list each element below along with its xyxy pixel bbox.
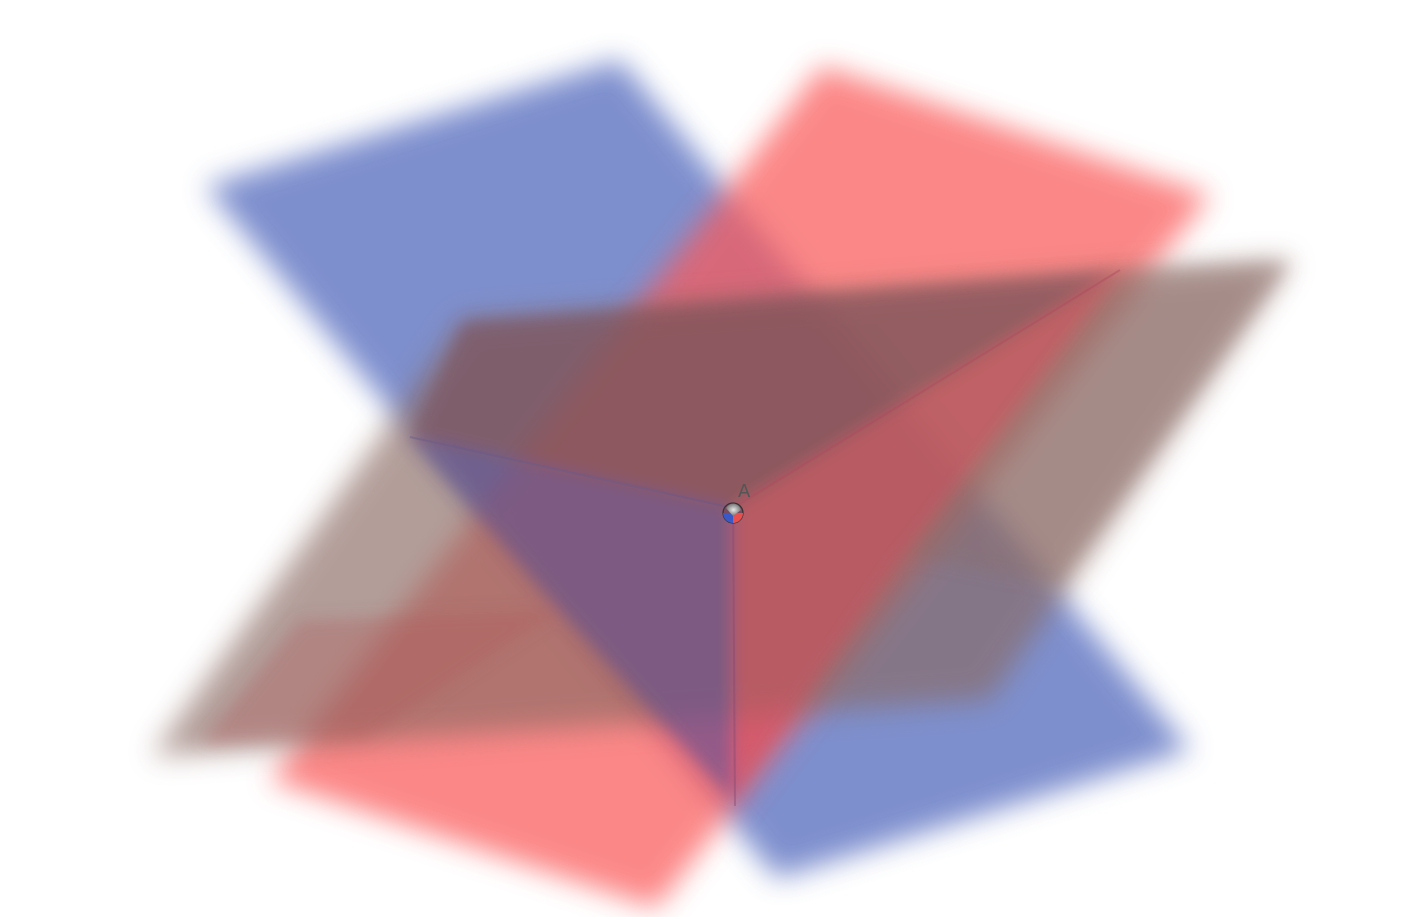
- point-a-label: A: [738, 481, 751, 502]
- point-a-red-part: [733, 513, 743, 523]
- intersection-line-3: [732, 507, 736, 807]
- overlap-left-brown-red: [200, 610, 560, 745]
- point-a[interactable]: A: [722, 481, 751, 524]
- intersection-line-1: [409, 436, 734, 509]
- point-a-blue-part: [723, 513, 733, 523]
- intersection-lines: [409, 269, 1121, 807]
- overlap-lower-left: [410, 437, 733, 800]
- overlap-lower-right: [733, 270, 1120, 800]
- intersection-line-2: [732, 269, 1121, 509]
- overlap-upper: [410, 270, 1120, 508]
- overlap-right-brown: [905, 262, 1290, 585]
- plane-overlaps: [200, 262, 1290, 800]
- point-a-grey-part: [726, 503, 741, 516]
